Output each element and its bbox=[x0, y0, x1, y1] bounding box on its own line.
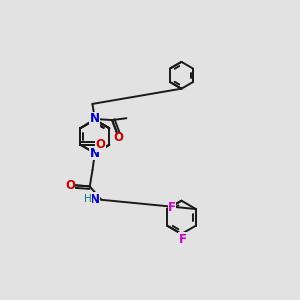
Text: O: O bbox=[95, 138, 106, 151]
Text: N: N bbox=[90, 112, 100, 125]
Text: O: O bbox=[65, 179, 75, 192]
Text: N: N bbox=[90, 193, 100, 206]
Text: N: N bbox=[90, 147, 100, 160]
Text: H: H bbox=[84, 194, 92, 204]
Text: F: F bbox=[178, 232, 187, 245]
Text: O: O bbox=[113, 131, 123, 144]
Text: F: F bbox=[168, 201, 176, 214]
Text: N: N bbox=[90, 113, 100, 126]
